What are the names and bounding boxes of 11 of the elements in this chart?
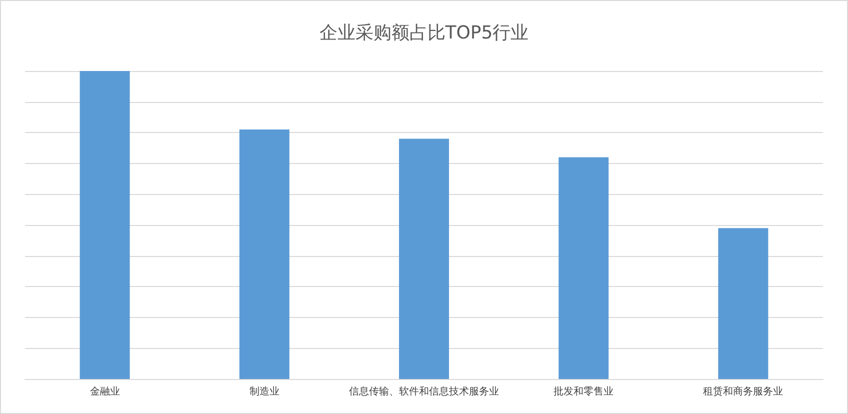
bar [558, 157, 609, 379]
bar [239, 130, 290, 379]
x-tick-label: 信息传输、软件和信息技术服务业 [349, 386, 499, 398]
chart-title: 企业采购额占比TOP5行业 [319, 22, 529, 44]
bar [718, 228, 768, 379]
x-tick-label: 租赁和商务服务业 [703, 386, 784, 398]
x-tick-label: 批发和零售业 [554, 386, 614, 398]
bar [80, 71, 130, 379]
x-tick-label: 金融业 [90, 386, 120, 398]
bar [399, 138, 449, 379]
x-tick-label: 制造业 [249, 386, 280, 398]
